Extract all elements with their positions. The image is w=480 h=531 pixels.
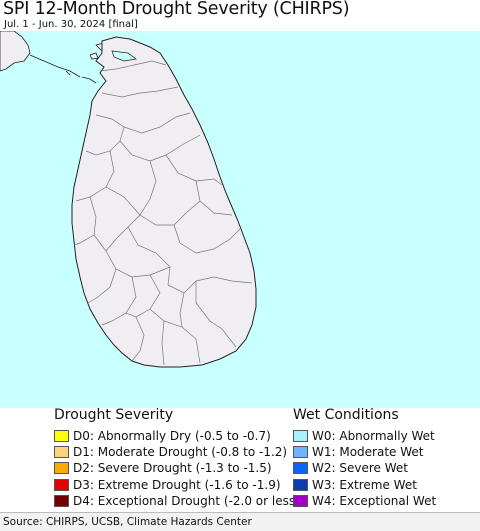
legend-label-d4: D4: Exceptional Drought (-2.0 or less) xyxy=(73,493,300,508)
wet-legend: Wet Conditions W0: Abnormally Wet W1: Mo… xyxy=(293,407,436,509)
legend-label-w0: W0: Abnormally Wet xyxy=(312,429,435,443)
adams-bridge-islands xyxy=(29,54,81,78)
india-coast xyxy=(0,31,31,72)
mannar-shoal xyxy=(81,76,97,84)
legend-item-d2: D2: Severe Drought (-1.3 to -1.5) xyxy=(54,460,300,476)
footer-bar: Source: CHIRPS, UCSB, Climate Hazards Ce… xyxy=(0,512,480,531)
legend-label-w4: W4: Exceptional Wet xyxy=(312,493,437,508)
legend-swatch-w1 xyxy=(293,446,308,459)
drought-legend: Drought Severity D0: Abnormally Dry (-0.… xyxy=(54,407,300,509)
sri-lanka-land xyxy=(71,36,257,368)
legend-label-w3: W3: Extreme Wet xyxy=(312,477,417,492)
legend-swatch-d1 xyxy=(54,446,69,459)
legend-item-d0: D0: Abnormally Dry (-0.5 to -0.7) xyxy=(54,428,300,444)
legend-swatch-d3 xyxy=(54,478,69,491)
legend-swatch-d2 xyxy=(54,462,69,475)
legend-item-w3: W3: Extreme Wet xyxy=(293,477,436,493)
source-credit: Source: CHIRPS, UCSB, Climate Hazards Ce… xyxy=(3,516,252,528)
legend-swatch-w3 xyxy=(293,478,308,491)
legend-item-w2: W2: Severe Wet xyxy=(293,460,436,476)
legend-label-d2: D2: Severe Drought (-1.3 to -1.5) xyxy=(73,461,272,476)
legend-item-w4: W4: Exceptional Wet xyxy=(293,493,436,509)
drought-map xyxy=(0,31,480,408)
map-title: SPI 12-Month Drought Severity (CHIRPS) xyxy=(3,0,350,19)
legend-swatch-d0 xyxy=(54,430,69,442)
legend-item-w0: W0: Abnormally Wet xyxy=(293,428,436,444)
legend-swatch-d4 xyxy=(54,494,69,507)
legend-item-d4: D4: Exceptional Drought (-2.0 or less) xyxy=(54,493,300,509)
wet-legend-title: Wet Conditions xyxy=(293,407,399,423)
legend-label-w1: W1: Moderate Wet xyxy=(312,445,424,460)
district-boundaries xyxy=(73,60,253,366)
legend-label-d3: D3: Extreme Drought (-1.6 to -1.9) xyxy=(73,477,281,492)
jaffna-lagoon xyxy=(111,50,137,62)
legend-item-d3: D3: Extreme Drought (-1.6 to -1.9) xyxy=(54,477,300,493)
legend-swatch-w0 xyxy=(293,430,308,442)
legend-swatch-w4 xyxy=(293,494,308,507)
legend-label-d0: D0: Abnormally Dry (-0.5 to -0.7) xyxy=(73,429,271,443)
map-subtitle: Jul. 1 - Jun. 30, 2024 [final] xyxy=(4,19,138,30)
legend-swatch-w2 xyxy=(293,462,308,475)
legend-item-w1: W1: Moderate Wet xyxy=(293,444,436,460)
legend-label-d1: D1: Moderate Drought (-0.8 to -1.2) xyxy=(73,445,288,460)
drought-legend-title: Drought Severity xyxy=(54,407,174,423)
legend-item-d1: D1: Moderate Drought (-0.8 to -1.2) xyxy=(54,444,300,460)
legend-label-w2: W2: Severe Wet xyxy=(312,461,408,476)
